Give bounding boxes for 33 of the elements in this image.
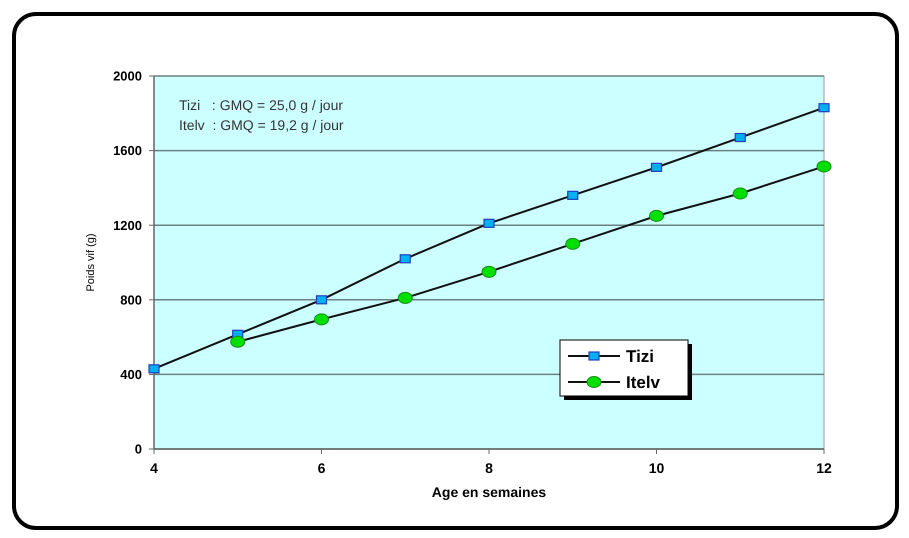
y-tick-label: 2000	[113, 68, 142, 84]
point	[148, 364, 160, 374]
y-tick-label: 400	[120, 366, 142, 382]
point	[482, 266, 496, 278]
x-tick-label: 10	[648, 460, 664, 476]
legend-label: Itelv	[626, 372, 661, 392]
point	[316, 295, 328, 304]
point	[398, 292, 413, 304]
point	[483, 218, 495, 228]
annotation: Tizi : GMQ = 25,0 g / jour	[179, 97, 344, 113]
y-tick-label: 0	[134, 442, 142, 457]
point	[818, 103, 830, 112]
point	[734, 132, 746, 142]
x-tick-label: 4	[150, 460, 158, 476]
y-tick-label: 800	[120, 292, 142, 308]
point	[649, 210, 664, 222]
y-axis-title: Poids vif (g)	[85, 233, 97, 292]
point	[567, 190, 578, 200]
point	[732, 187, 748, 200]
annotation: Itelv : GMQ = 19,2 g / jour	[179, 117, 344, 133]
point	[314, 313, 329, 326]
point	[565, 238, 580, 250]
x-axis-title: Age en semaines	[432, 484, 546, 500]
point	[650, 162, 662, 172]
point	[230, 336, 246, 348]
x-tick-label: 6	[318, 460, 326, 476]
legend-label: Tizi	[626, 346, 654, 366]
point	[816, 160, 832, 172]
x-tick-label: 12	[816, 460, 832, 476]
x-tick-label: 8	[485, 460, 494, 476]
point	[400, 254, 411, 264]
y-tick-label: 1600	[113, 143, 142, 158]
y-tick-label: 1200	[113, 218, 142, 233]
